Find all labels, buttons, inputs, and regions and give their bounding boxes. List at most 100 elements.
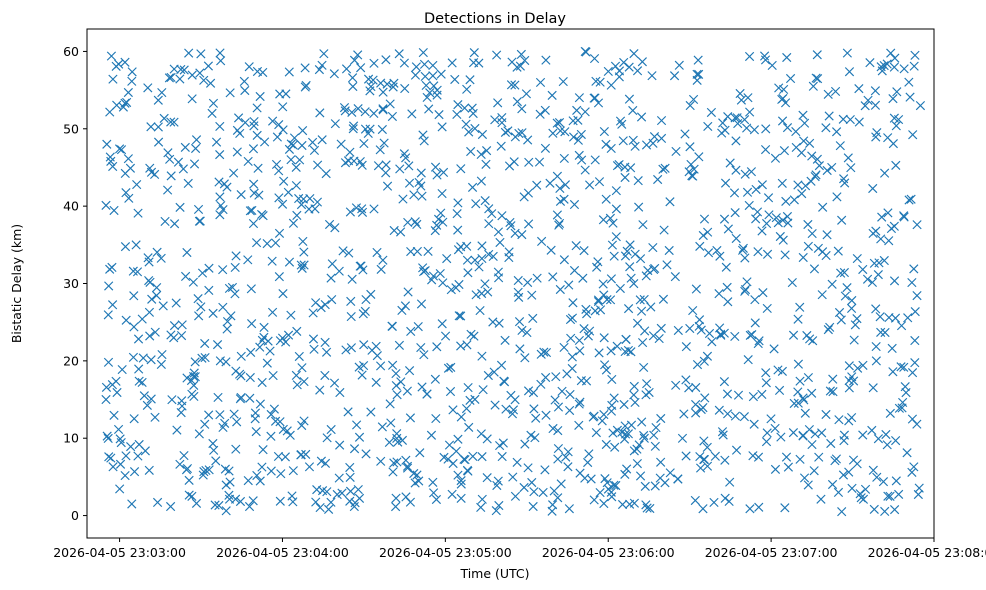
data-point [554, 220, 564, 230]
data-point [799, 136, 809, 146]
data-point [619, 399, 629, 410]
data-point [517, 325, 527, 336]
data-point [452, 209, 462, 219]
data-point [811, 170, 821, 180]
data-point [251, 238, 262, 248]
data-point [775, 231, 785, 242]
data-point [780, 503, 790, 513]
data-point [222, 324, 232, 334]
data-point [178, 164, 188, 174]
data-point [636, 112, 647, 122]
data-point [798, 110, 808, 120]
data-point [297, 140, 307, 151]
data-point [235, 496, 246, 507]
data-point [665, 197, 675, 207]
data-point [745, 107, 755, 117]
y-tick-label: 10 [63, 431, 79, 446]
data-point [553, 493, 563, 503]
data-point [218, 204, 228, 215]
data-point [862, 274, 873, 284]
data-point [850, 320, 860, 330]
data-point [722, 282, 732, 292]
data-point [430, 374, 440, 384]
data-point [258, 445, 268, 455]
data-point [685, 323, 695, 334]
data-point [259, 322, 269, 333]
data-point [568, 132, 579, 142]
data-point [554, 117, 565, 128]
data-point [706, 107, 717, 118]
data-point [720, 493, 730, 503]
data-point [454, 311, 464, 321]
data-point [698, 504, 708, 514]
data-point [365, 124, 375, 134]
data-point [549, 486, 559, 496]
data-point [169, 64, 179, 74]
data-point [309, 344, 319, 354]
data-point [388, 82, 398, 92]
data-point [588, 412, 598, 422]
data-point [456, 493, 466, 503]
data-point [345, 496, 355, 506]
data-point [597, 416, 607, 426]
data-point [277, 333, 288, 343]
data-point [598, 279, 608, 289]
data-point [461, 403, 472, 414]
data-point [108, 74, 118, 84]
data-point [523, 219, 534, 229]
data-point [477, 452, 487, 462]
data-point [406, 246, 416, 257]
data-point [702, 461, 713, 471]
data-point [245, 372, 255, 383]
data-point [193, 294, 203, 304]
data-point [443, 363, 454, 373]
data-point [489, 367, 499, 377]
data-point [361, 449, 371, 459]
data-point [176, 330, 187, 341]
data-point [872, 472, 882, 482]
data-point [215, 356, 225, 366]
data-point [795, 302, 805, 312]
data-point [477, 494, 487, 504]
data-point [240, 117, 250, 128]
data-point [456, 164, 466, 174]
data-point [299, 260, 309, 270]
data-point [642, 379, 652, 389]
data-point [679, 409, 689, 419]
data-point [821, 123, 831, 133]
data-point [548, 272, 558, 282]
data-point [860, 101, 870, 111]
data-point [112, 387, 122, 398]
data-point [912, 290, 922, 301]
data-point [330, 223, 340, 233]
data-point [436, 208, 446, 218]
data-point [468, 451, 478, 461]
data-point [888, 139, 898, 149]
data-point [439, 452, 449, 462]
data-point [639, 430, 649, 441]
data-point [478, 385, 488, 395]
data-point [674, 60, 684, 70]
data-point [345, 462, 355, 473]
data-point [660, 163, 670, 173]
data-point [715, 251, 725, 261]
y-tick-label: 60 [63, 44, 79, 59]
data-point [385, 99, 395, 109]
data-point [298, 125, 308, 136]
data-point [560, 180, 570, 190]
data-point [603, 484, 614, 494]
data-point [881, 429, 891, 440]
data-point [298, 236, 308, 247]
data-point [795, 454, 805, 464]
data-point [617, 119, 627, 129]
data-point [146, 167, 157, 177]
data-point [407, 109, 417, 119]
data-point [215, 48, 225, 58]
data-point [745, 330, 755, 340]
data-point [101, 382, 112, 392]
data-point [671, 380, 681, 390]
data-point [409, 468, 419, 479]
data-point [550, 395, 560, 405]
data-point [719, 377, 729, 387]
